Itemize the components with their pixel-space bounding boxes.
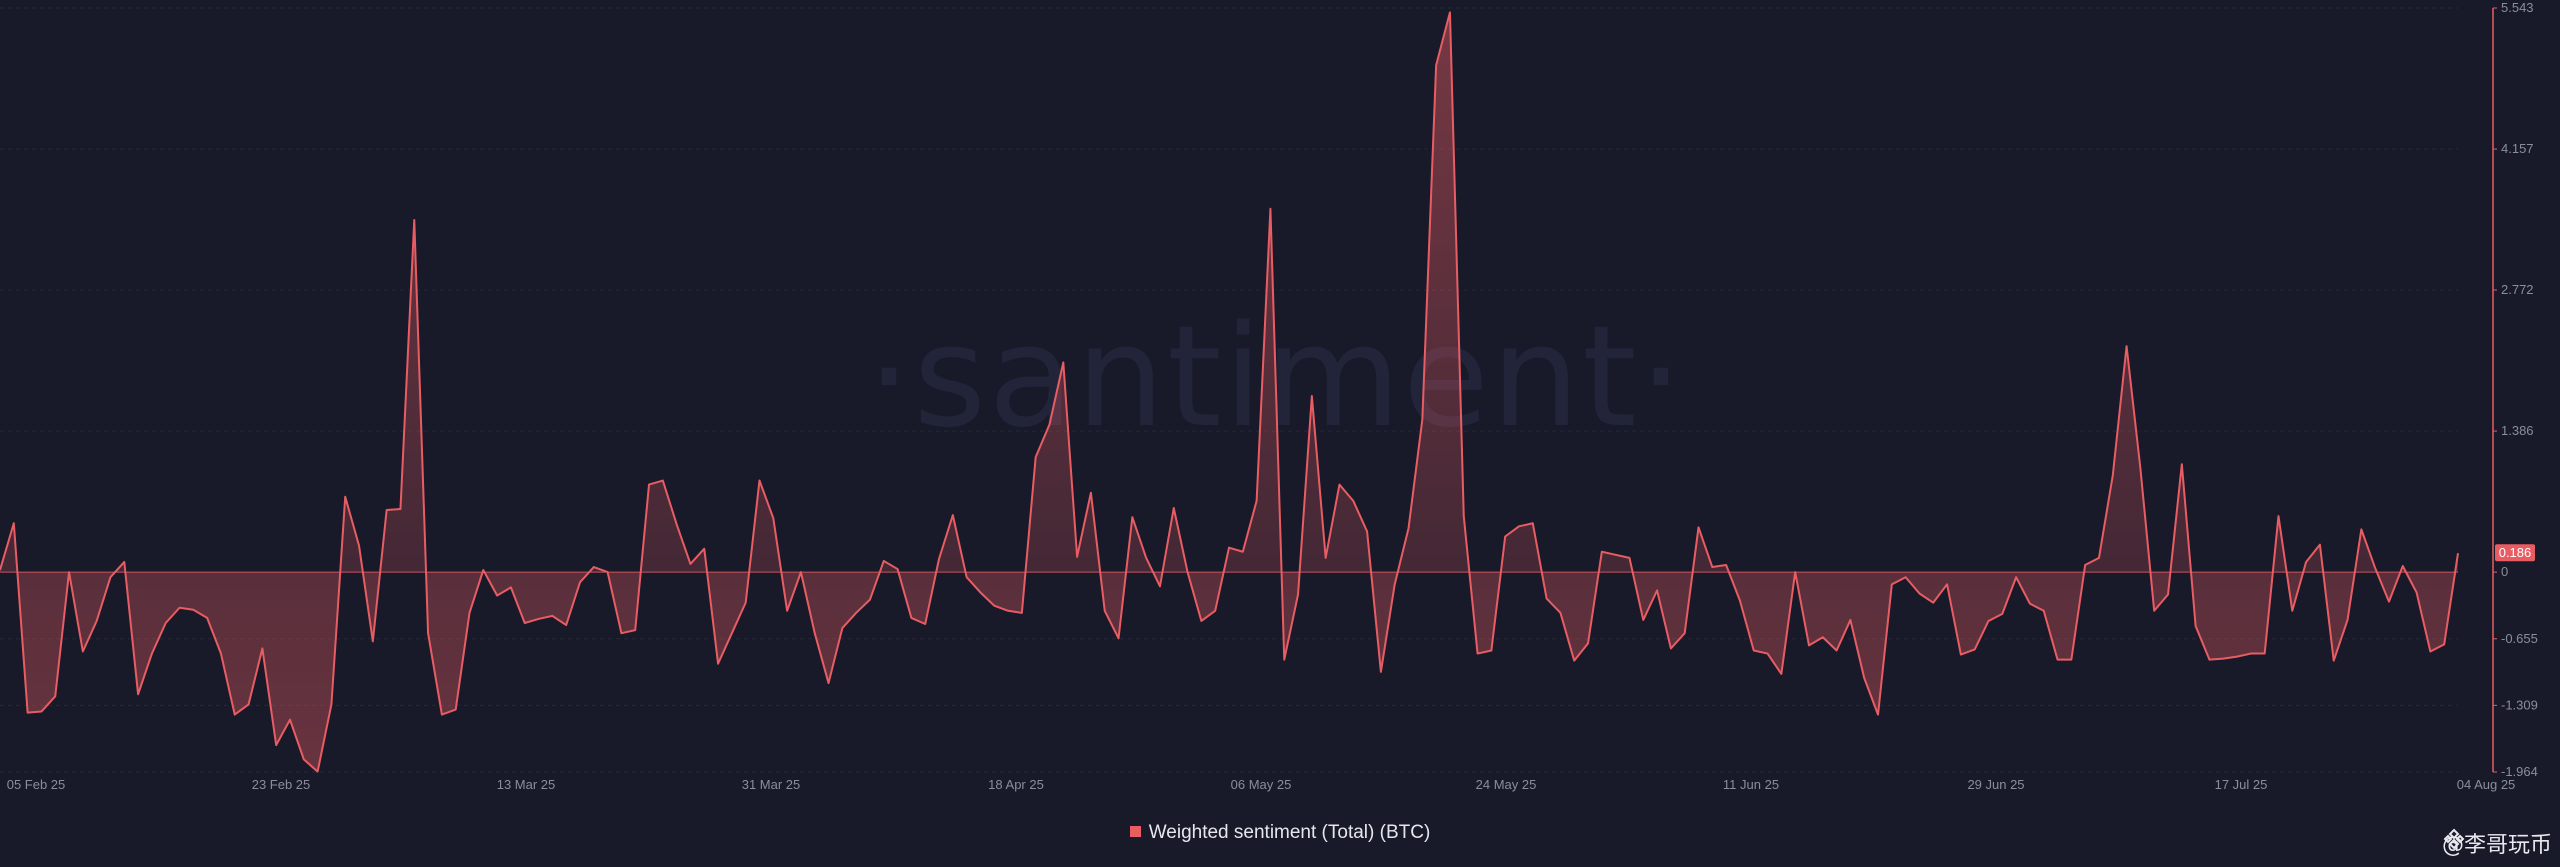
x-tick-label: 11 Jun 25 — [1723, 777, 1779, 792]
y-tick-label: -0.655 — [2501, 631, 2538, 646]
x-tick-label: 05 Feb 25 — [7, 777, 66, 792]
author-credit: @李哥玩币 — [2442, 827, 2552, 859]
x-tick-label: 23 Feb 25 — [252, 777, 311, 792]
current-value-badge: 0.186 — [2495, 544, 2535, 562]
x-tick-label: 04 Aug 25 — [2457, 777, 2516, 792]
area-fill-layer — [0, 12, 2458, 772]
x-tick-label: 17 Jul 25 — [2215, 777, 2268, 792]
chart-legend[interactable]: Weighted sentiment (Total) (BTC) — [0, 822, 2560, 844]
series-line — [0, 11, 2459, 773]
x-tick-label: 31 Mar 25 — [742, 777, 801, 792]
current-value-badge-text: 0.186 — [2499, 545, 2532, 560]
y-tick-label: 2.772 — [2501, 282, 2534, 297]
series-area-negative — [17, 572, 2456, 772]
x-tick-label: 18 Apr 25 — [988, 777, 1044, 792]
y-tick-label: 1.386 — [2501, 423, 2534, 438]
x-tick-label: 13 Mar 25 — [497, 777, 556, 792]
y-axis-ticks: 5.543 4.157 2.772 1.386 0 -0.655 -1.309 -1.964 — [2493, 0, 2538, 779]
binance-logo-icon — [2443, 828, 2465, 850]
x-axis-ticks: 05 Feb 25 23 Feb 25 13 Mar 25 31 Mar 25 18 A… — [7, 777, 2516, 792]
legend-swatch — [1129, 826, 1141, 837]
y-tick-label: 5.543 — [2501, 0, 2534, 15]
x-tick-label: 29 Jun 25 — [1967, 777, 2024, 792]
y-tick-label: 4.157 — [2501, 141, 2534, 156]
legend-label: Weighted sentiment (Total) (BTC) — [1148, 822, 1431, 843]
y-tick-label: 0 — [2501, 564, 2508, 579]
x-tick-label: 24 May 25 — [1476, 777, 1537, 792]
current-value-badge-box — [2495, 544, 2535, 562]
y-tick-label: -1.964 — [2501, 764, 2538, 779]
y-tick-label: -1.309 — [2501, 697, 2538, 712]
x-tick-label: 06 May 25 — [1231, 777, 1292, 792]
series-line-layer — [0, 11, 2459, 773]
